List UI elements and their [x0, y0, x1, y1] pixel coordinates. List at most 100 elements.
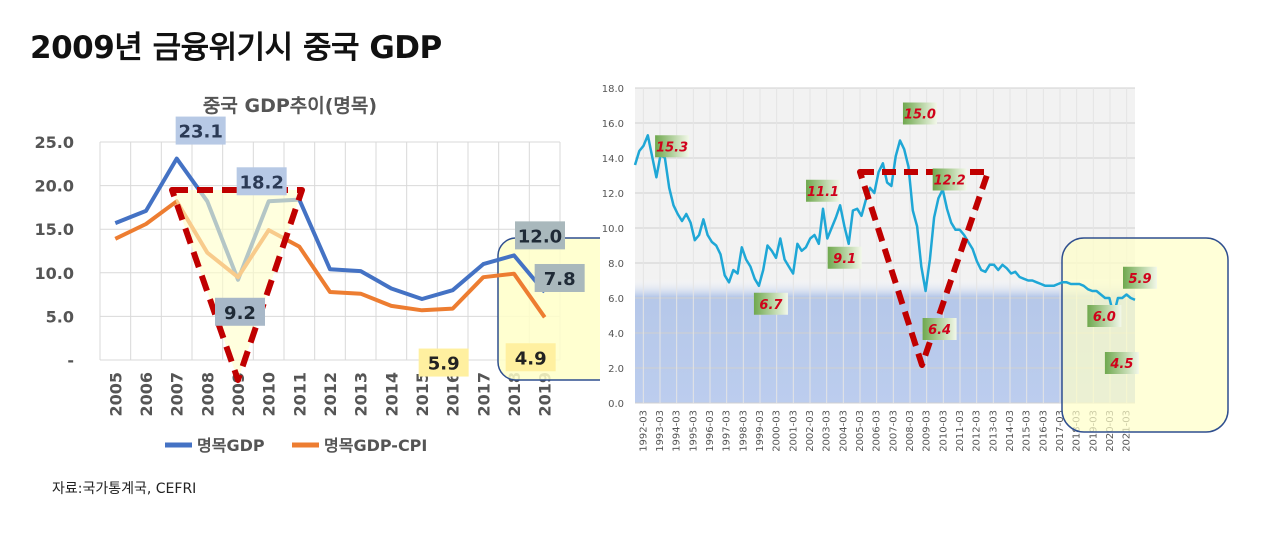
x-tick-label: 2010 — [260, 372, 279, 417]
data-label-box — [932, 168, 967, 191]
data-label-box — [827, 246, 862, 269]
y-axis-ticks: 25.0 20.0 15.0 10.0 5.0 - — [35, 133, 74, 370]
data-label-text: 11.1 — [807, 185, 839, 200]
nominal-gdp-chart: 중국 GDP추이(명목) 25.020.015.010.05.0- 2005 20… — [35, 95, 600, 455]
data-label: 23.1 — [175, 116, 226, 145]
x-tick-label: 2009 — [229, 372, 248, 417]
data-label-text: 6.0 — [1093, 310, 1116, 325]
x-tick-label: 2013-03 — [988, 410, 999, 452]
y-axis-ticks: 18.0 16.0 14.0 12.0 10.0 8.0 6.0 4.0 2.0 0.0 — [602, 84, 624, 410]
y-tick-label: 16.0 — [602, 119, 624, 130]
x-tick-label: 2012-03 — [972, 410, 983, 452]
page-title: 2009년 금융위기시 중국 GDP — [30, 30, 442, 66]
data-label-box — [236, 167, 287, 196]
x-tick-label: 2009-03 — [922, 410, 933, 452]
y-tick-label: 8.0 — [608, 259, 624, 270]
x-tick-label: 2004-03 — [838, 410, 849, 452]
y-tick-label: 10.0 — [35, 264, 74, 283]
data-label: 15.3 — [655, 135, 690, 158]
data-label: 5.9 — [1123, 266, 1157, 289]
x-tick-label: 1999-03 — [755, 410, 766, 452]
x-tick-label: 2010-03 — [938, 410, 949, 452]
data-label-text: 6.7 — [759, 298, 783, 313]
data-label-text: 5.9 — [428, 354, 460, 375]
quarterly-gdp-chart: 18.0 16.0 14.0 12.0 10.0 8.0 6.0 4.0 2.0 0.0 1992… — [602, 84, 1229, 452]
x-tick-label: 2005 — [106, 372, 125, 417]
x-tick-label: 2000-03 — [772, 410, 783, 452]
data-label-text: 5.9 — [1128, 272, 1151, 287]
data-label-box — [215, 297, 265, 326]
data-label-text: 9.1 — [833, 252, 856, 267]
data-label-box — [505, 343, 556, 372]
x-tick-label: 1995-03 — [688, 410, 699, 452]
x-tick-label: 2012 — [321, 372, 340, 417]
data-label-text: 7.8 — [544, 269, 576, 290]
data-label-text: 12.0 — [518, 226, 562, 247]
data-label: 4.5 — [1104, 352, 1139, 374]
data-label: 9.2 — [215, 297, 265, 326]
x-tick-label: 2008 — [198, 372, 217, 417]
x-tick-label: 2013 — [352, 372, 371, 417]
chart-grid — [635, 87, 1135, 404]
data-label: 6.7 — [753, 292, 788, 315]
x-tick-label: 1998-03 — [738, 410, 749, 452]
data-label-box — [922, 318, 957, 340]
y-tick-label: 4.0 — [608, 329, 624, 340]
data-label-box — [534, 263, 585, 292]
x-tick-label: 2016 — [444, 372, 463, 417]
data-label-box — [175, 116, 226, 145]
data-label-text: 4.5 — [1109, 357, 1133, 372]
x-tick-label: 2016-03 — [1038, 410, 1049, 452]
legend-label-nominal: 명목GDP — [197, 436, 265, 455]
data-label: 6.4 — [922, 318, 957, 340]
recent-highlight-box — [1061, 237, 1229, 433]
y-tick-label: 14.0 — [602, 154, 624, 165]
data-labels: 15.3 6.7 11.1 9.1 15.0 6.4 12.2 6.0 4.5 5.9 — [655, 102, 1157, 374]
series-lines — [114, 156, 547, 319]
y-tick-label: - — [67, 351, 74, 370]
y-tick-label: 5.0 — [46, 307, 74, 326]
data-label-box — [1123, 266, 1157, 289]
chart-title: 중국 GDP추이(명목) — [203, 95, 377, 117]
source-note: 자료:국가통계국, CEFRI — [52, 481, 197, 497]
data-label-box — [1104, 352, 1139, 374]
y-tick-label: 25.0 — [35, 133, 74, 152]
data-label: 5.9 — [418, 348, 469, 377]
x-tick-label: 2018 — [505, 372, 524, 417]
x-tick-label: 2017 — [474, 372, 493, 417]
data-label-box — [655, 135, 690, 158]
data-label: 15.0 — [902, 102, 937, 125]
y-tick-label: 18.0 — [602, 84, 624, 95]
x-tick-label: 2002-03 — [805, 410, 816, 452]
series-line-nominal — [114, 156, 547, 301]
data-label-box — [806, 179, 841, 202]
x-tick-label: 2015-03 — [1022, 410, 1033, 452]
y-tick-label: 6.0 — [608, 294, 624, 305]
chart-legend: 명목GDP 명목GDP-CPI — [165, 436, 427, 455]
x-tick-label: 2005-03 — [855, 410, 866, 452]
data-label: 12.2 — [932, 168, 967, 191]
y-tick-label: 2.0 — [608, 364, 624, 375]
y-tick-label: 0.0 — [608, 399, 624, 410]
data-label-text: 15.0 — [904, 108, 936, 123]
x-tick-label: 2001-03 — [788, 410, 799, 452]
data-label-box — [418, 348, 469, 377]
x-tick-label: 1992-03 — [638, 410, 649, 452]
x-tick-label: 2003-03 — [822, 410, 833, 452]
x-tick-label: 2007 — [168, 372, 187, 417]
x-tick-label: 2011-03 — [955, 410, 966, 452]
x-tick-label: 2014 — [382, 372, 401, 417]
data-label-box — [902, 102, 937, 125]
y-tick-label: 15.0 — [35, 220, 74, 239]
data-label-text: 23.1 — [178, 122, 222, 143]
data-label: 6.0 — [1087, 305, 1122, 327]
y-tick-label: 12.0 — [602, 189, 624, 200]
x-tick-label: 1996-03 — [705, 410, 716, 452]
data-label-box — [1087, 305, 1122, 327]
data-label-text: 6.4 — [928, 323, 951, 338]
x-tick-label: 2014-03 — [1005, 410, 1016, 452]
data-label-text: 9.2 — [224, 303, 256, 324]
data-label: 9.1 — [827, 246, 862, 269]
x-tick-label: 1993-03 — [655, 410, 666, 452]
data-label-box — [515, 221, 565, 250]
